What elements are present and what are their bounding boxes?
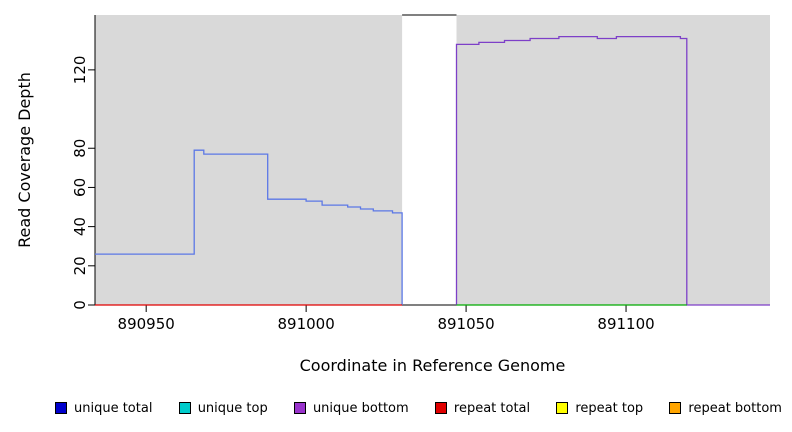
- y-tick-label: 60: [71, 178, 89, 197]
- legend-swatch-repeat-top: [556, 402, 569, 414]
- legend-label-unique-top: unique top: [197, 400, 268, 416]
- x-tick-label: 891000: [278, 315, 335, 333]
- legend-label-repeat-bottom: repeat bottom: [688, 400, 782, 416]
- legend-item-repeat-bottom: repeat bottom: [669, 401, 782, 416]
- plot-background-band: [456, 15, 770, 305]
- series-line-1: [455, 35, 770, 306]
- legend-label-repeat-top: repeat top: [575, 400, 644, 416]
- x-tick-label: 890950: [118, 315, 175, 333]
- series-line-0: [95, 149, 403, 305]
- plot-background-band: [95, 15, 403, 305]
- legend-item-repeat-top: repeat top: [556, 401, 643, 416]
- legend-item-unique-total: unique total: [55, 401, 152, 416]
- x-tick-label: 891100: [597, 315, 654, 333]
- legend-label-unique-bottom: unique bottom: [312, 400, 409, 416]
- legend-label-unique-total: unique total: [74, 400, 153, 416]
- y-tick-label: 20: [71, 256, 89, 275]
- x-tick-label: 891050: [437, 315, 494, 333]
- x-axis-title: Coordinate in Reference Genome: [299, 356, 566, 375]
- legend-swatch-unique-bottom: [293, 402, 306, 414]
- y-tick-label: 80: [71, 139, 89, 158]
- legend-item-repeat-total: repeat total: [434, 400, 531, 416]
- y-tick-label: 0: [71, 300, 89, 310]
- y-axis-title: Read Coverage Depth: [15, 72, 34, 248]
- legend-item-unique-top: unique top: [178, 400, 268, 416]
- legend: unique total unique top unique bottom re…: [55, 398, 782, 418]
- legend-label-repeat-total: repeat total: [453, 400, 531, 416]
- legend-item-unique-bottom: unique bottom: [293, 400, 409, 416]
- legend-swatch-repeat-bottom: [669, 402, 682, 414]
- legend-swatch-unique-total: [55, 402, 67, 414]
- legend-swatch-unique-top: [178, 402, 191, 414]
- legend-swatch-repeat-total: [434, 402, 447, 414]
- y-tick-label: 120: [71, 56, 89, 85]
- coverage-plot: 0 20 40 60 80 120 890950 891000 891050 891100: [71, 14, 770, 333]
- y-tick-label: 40: [71, 217, 89, 236]
